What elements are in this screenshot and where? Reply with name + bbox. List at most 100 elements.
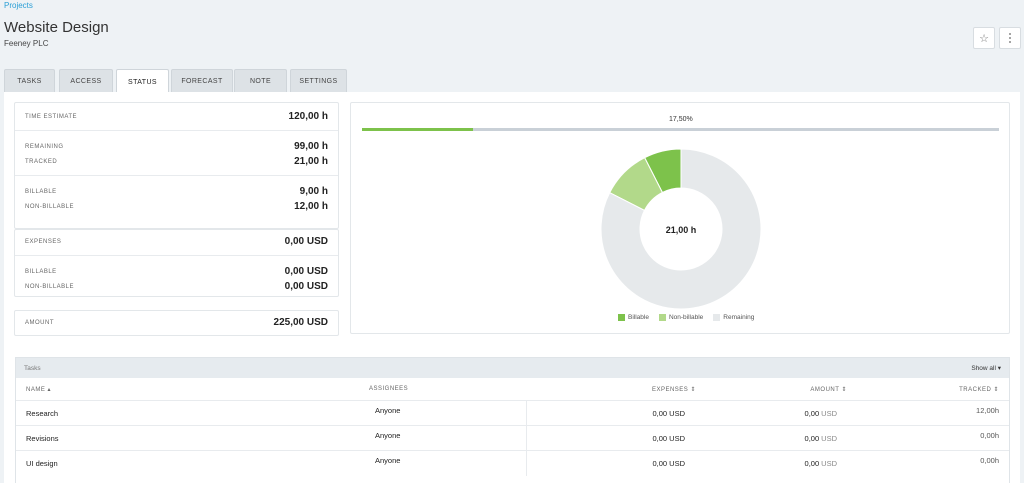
column-tracked-header[interactable]: TRACKED ⇕ <box>959 387 999 393</box>
column-separator <box>526 451 527 476</box>
billable-expenses-label: BILLABLE <box>25 268 57 275</box>
column-assignees-header: ASSIGNEES <box>369 386 409 392</box>
column-separator <box>526 426 527 451</box>
task-tracked: 0,00h <box>980 431 999 440</box>
non-billable-swatch <box>658 314 666 321</box>
task-assignees: Anyone <box>375 431 401 440</box>
task-amount: 0,00 USD <box>805 401 837 426</box>
progress-percentage: 17,50% <box>669 116 693 123</box>
remaining-swatch <box>713 314 721 321</box>
amount-row: AMOUNT 225,00 USD <box>25 317 328 328</box>
amount-label: AMOUNT <box>25 319 54 326</box>
task-assignees: Anyone <box>375 406 401 415</box>
expenses-label: EXPENSES <box>25 238 62 245</box>
task-amount-value: 0,00 <box>804 459 820 468</box>
task-amount-value: 0,00 <box>804 409 820 418</box>
divider <box>15 175 338 176</box>
tracked-row: TRACKED 21,00 h <box>25 156 328 167</box>
donut-center-label: 21,00 h <box>666 225 697 235</box>
legend-non-billable: Non-billable <box>658 314 704 321</box>
progress-chart-card: 17,50% 21,00 h Billable Non-billable Rem… <box>350 102 1010 334</box>
tab-tasks[interactable]: TASKS <box>4 69 55 93</box>
task-amount-unit: USD <box>821 434 837 443</box>
donut-legend: Billable Non-billable Remaining <box>618 314 754 321</box>
progress-bar <box>362 128 999 131</box>
billable-swatch <box>618 314 625 321</box>
task-amount-value: 0,00 <box>804 434 820 443</box>
amount-summary-card: AMOUNT 225,00 USD <box>14 310 339 336</box>
column-name-header[interactable]: NAME ▴ <box>26 387 52 393</box>
task-amount: 0,00 USD <box>805 451 837 476</box>
star-icon: ☆ <box>979 32 989 45</box>
task-amount-unit: USD <box>821 459 837 468</box>
task-expenses: 0,00 USD <box>652 434 685 443</box>
legend-billable-label: Billable <box>628 314 649 321</box>
non-billable-time-value: 12,00 h <box>294 201 328 212</box>
non-billable-expenses-row: NON-BILLABLE 0,00 USD <box>25 281 328 292</box>
tasks-table-title: Tasks <box>24 364 41 372</box>
billable-time-row: BILLABLE 9,00 h <box>25 186 328 197</box>
non-billable-expenses-label: NON-BILLABLE <box>25 283 75 290</box>
column-amount-header[interactable]: AMOUNT ⇕ <box>810 387 847 393</box>
tab-note[interactable]: NOTE <box>234 69 287 93</box>
task-name[interactable]: Research <box>26 409 59 418</box>
status-panel: TIME ESTIMATE 120,00 h REMAINING 99,00 h… <box>4 92 1020 483</box>
donut-slice-remaining <box>600 148 762 310</box>
billable-time-value: 9,00 h <box>299 186 328 197</box>
more-vertical-icon <box>1009 33 1011 43</box>
favorite-button[interactable]: ☆ <box>973 27 995 49</box>
time-summary-card: TIME ESTIMATE 120,00 h REMAINING 99,00 h… <box>14 102 339 229</box>
tracked-value: 21,00 h <box>294 156 328 167</box>
task-tracked: 12,00h <box>976 406 999 415</box>
amount-value: 225,00 USD <box>273 317 328 328</box>
remaining-value: 99,00 h <box>294 141 328 152</box>
tab-forecast[interactable]: FORECAST <box>171 69 233 93</box>
time-estimate-label: TIME ESTIMATE <box>25 113 78 120</box>
task-amount-unit: USD <box>821 409 837 418</box>
table-row[interactable]: Research Anyone 0,00 USD 0,00 USD 12,00h <box>16 400 1009 426</box>
billable-expenses-row: BILLABLE 0,00 USD <box>25 266 328 277</box>
tracked-label: TRACKED <box>25 158 58 165</box>
tasks-table-header: Tasks Show all ▾ <box>16 358 1009 378</box>
task-tracked: 0,00h <box>980 456 999 465</box>
expenses-value: 0,00 USD <box>284 236 328 247</box>
tab-access[interactable]: ACCESS <box>59 69 113 93</box>
page-title: Website Design <box>4 19 109 36</box>
expenses-summary-card: EXPENSES 0,00 USD BILLABLE 0,00 USD NON-… <box>14 229 339 297</box>
client-name: Feeney PLC <box>4 39 49 48</box>
expenses-row: EXPENSES 0,00 USD <box>25 236 328 247</box>
task-amount: 0,00 USD <box>805 426 837 451</box>
time-estimate-row: TIME ESTIMATE 120,00 h <box>25 111 328 122</box>
non-billable-time-row: NON-BILLABLE 12,00 h <box>25 201 328 212</box>
remaining-row: REMAINING 99,00 h <box>25 141 328 152</box>
divider <box>15 255 338 256</box>
table-row[interactable]: Revisions Anyone 0,00 USD 0,00 USD 0,00h <box>16 425 1009 451</box>
legend-billable: Billable <box>618 314 649 321</box>
breadcrumb-projects[interactable]: Projects <box>4 1 33 10</box>
progress-bar-fill <box>362 128 474 131</box>
tab-status[interactable]: STATUS <box>116 69 169 94</box>
task-expenses: 0,00 USD <box>652 459 685 468</box>
task-expenses: 0,00 USD <box>652 409 685 418</box>
legend-remaining: Remaining <box>713 314 754 321</box>
billable-expenses-value: 0,00 USD <box>284 266 328 277</box>
non-billable-expenses-value: 0,00 USD <box>284 281 328 292</box>
task-assignees: Anyone <box>375 456 401 465</box>
non-billable-time-label: NON-BILLABLE <box>25 203 75 210</box>
task-name[interactable]: Revisions <box>26 434 59 443</box>
column-separator <box>526 401 527 426</box>
show-all-dropdown[interactable]: Show all ▾ <box>971 365 1001 372</box>
remaining-label: REMAINING <box>25 143 64 150</box>
legend-non-billable-label: Non-billable <box>668 314 704 321</box>
more-options-button[interactable] <box>999 27 1021 49</box>
table-row[interactable]: UI design Anyone 0,00 USD 0,00 USD 0,00h <box>16 450 1009 476</box>
time-donut-chart: 21,00 h <box>600 148 762 310</box>
billable-time-label: BILLABLE <box>25 188 57 195</box>
tasks-table: Tasks Show all ▾ NAME ▴ ASSIGNEES EXPENS… <box>15 357 1010 483</box>
legend-remaining-label: Remaining <box>723 314 755 321</box>
tab-settings[interactable]: SETTINGS <box>290 69 347 93</box>
time-estimate-value: 120,00 h <box>288 111 328 122</box>
column-expenses-header[interactable]: EXPENSES ⇕ <box>651 387 696 393</box>
divider <box>15 130 338 131</box>
task-name[interactable]: UI design <box>26 459 58 468</box>
